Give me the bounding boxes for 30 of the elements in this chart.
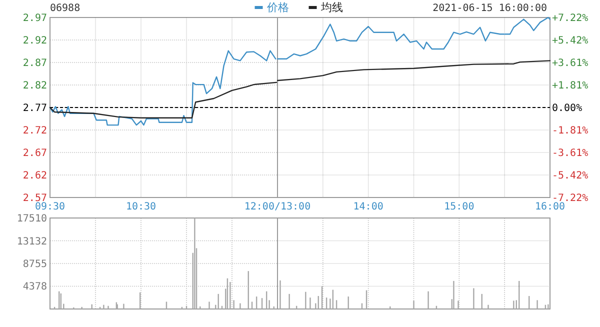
y-tick-label: 8755: [22, 259, 47, 270]
x-tick-label: 09:30: [34, 202, 66, 212]
y-tick-label: 2.72: [22, 126, 47, 136]
y-tick-label: 4378: [22, 282, 47, 293]
text: +1.81%: [552, 80, 588, 92]
y-tick-label: 2.97: [22, 13, 47, 24]
y-tick-label: 13132: [16, 236, 47, 248]
x-tick-label: 10:30: [126, 202, 156, 212]
y-tick-label: 2.82: [22, 80, 47, 92]
text: +5.42%: [552, 35, 588, 46]
text: +7.22%: [552, 13, 588, 24]
y-tick-label: 2.87: [22, 58, 47, 69]
legend-label: 价格: [266, 1, 289, 14]
y-tick-label: 17510: [16, 214, 47, 224]
text: +3.61%: [552, 58, 588, 69]
text: -3.61%: [552, 148, 588, 159]
x-tick-label: 14:00: [353, 202, 384, 212]
text: -1.81%: [552, 126, 588, 137]
y-tick-label: 2.67: [22, 148, 47, 159]
y-tick-label: 2.92: [22, 36, 47, 46]
text: -5.42%: [552, 170, 588, 182]
x-tick-label: 16:00: [534, 202, 566, 212]
x-tick-label: 15:00: [444, 202, 474, 212]
y-tick-label: 2.77: [22, 103, 47, 114]
y-tick-label: 2.62: [22, 170, 47, 182]
text: 2021-06-15 16:00:00: [432, 3, 547, 14]
chart-title: 06988: [50, 3, 80, 14]
x-tick-label: 12:00/13:00: [244, 202, 311, 212]
text: 0.00%: [552, 103, 582, 114]
legend-label: 均线: [320, 1, 343, 14]
